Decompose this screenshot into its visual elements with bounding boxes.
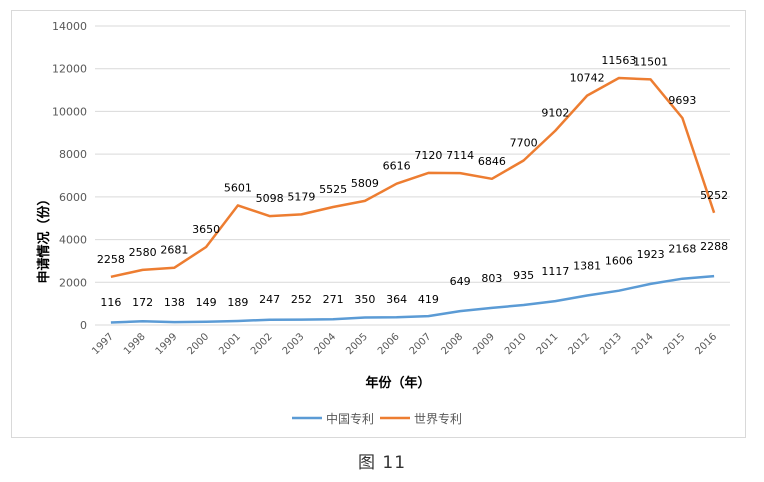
- x-tick-label: 2008: [439, 331, 465, 357]
- y-axis-ticks: 0 2000 4000 6000 8000 10000 12000 14000: [52, 20, 87, 332]
- x-tick-label: 1997: [90, 331, 116, 357]
- data-label: 7120: [414, 149, 442, 162]
- data-label: 2168: [668, 243, 696, 256]
- x-tick-label: 2015: [662, 331, 688, 357]
- data-label: 1923: [637, 248, 665, 261]
- x-tick-label: 2013: [598, 331, 624, 357]
- series-line-china: [110, 274, 715, 324]
- data-label: 5252: [700, 189, 728, 202]
- data-label: 116: [100, 296, 121, 309]
- data-label: 252: [291, 293, 312, 306]
- data-label: 1381: [573, 260, 601, 273]
- data-label: 189: [227, 296, 248, 309]
- data-label: 935: [513, 269, 534, 282]
- data-label: 3650: [192, 223, 220, 236]
- data-label: 172: [132, 296, 153, 309]
- data-label: 9693: [668, 94, 696, 107]
- gridlines: [95, 25, 730, 326]
- data-label: 7114: [446, 149, 474, 162]
- x-tick-label: 2002: [249, 331, 275, 357]
- series-lines: [110, 76, 716, 324]
- x-tick-label: 2006: [376, 331, 402, 357]
- data-label: 10742: [570, 72, 605, 85]
- data-label: 271: [323, 293, 344, 306]
- data-label: 6846: [478, 155, 506, 168]
- data-label: 5601: [224, 181, 252, 194]
- data-label: 11563: [601, 54, 636, 67]
- data-labels: 116 172 138 149 189 247 252 271 350 364 419 649 803 9…: [97, 54, 728, 309]
- y-axis-title: 申请情况（份）: [36, 192, 52, 283]
- chart-frame: [11, 10, 746, 438]
- data-label: 2681: [160, 244, 188, 257]
- data-label: 1606: [605, 255, 633, 268]
- x-tick-label: 1998: [122, 331, 148, 357]
- x-tick-label: 2011: [535, 331, 561, 357]
- data-label: 5098: [256, 192, 284, 205]
- y-tick-label: 10000: [52, 105, 87, 118]
- x-tick-label: 2005: [344, 331, 370, 357]
- data-label: 5809: [351, 177, 379, 190]
- data-label: 803: [481, 272, 502, 285]
- x-tick-label: 2007: [408, 331, 434, 357]
- x-tick-label: 2004: [312, 331, 338, 357]
- data-label: 138: [164, 296, 185, 309]
- data-label: 11501: [633, 55, 668, 68]
- data-label: 5525: [319, 183, 347, 196]
- x-axis-title: 年份（年）: [365, 375, 430, 391]
- x-tick-label: 2014: [630, 331, 656, 357]
- data-label: 247: [259, 293, 280, 306]
- data-label: 2288: [700, 240, 728, 253]
- figure-caption: 图 11: [357, 453, 407, 473]
- x-tick-label: 2003: [281, 331, 307, 357]
- x-axis-ticks: 1997 1998 1999 2000 2001 2002 2003 2004 2005 2006…: [90, 331, 719, 357]
- x-tick-label: 2001: [217, 331, 243, 357]
- data-label: 350: [354, 293, 375, 306]
- data-label: 149: [196, 296, 217, 309]
- y-tick-label: 14000: [52, 20, 87, 33]
- x-tick-label: 1999: [154, 331, 180, 357]
- data-label: 2580: [129, 246, 157, 259]
- y-tick-label: 2000: [59, 276, 87, 289]
- y-tick-label: 8000: [59, 148, 87, 161]
- data-label: 649: [450, 275, 471, 288]
- y-tick-label: 4000: [59, 234, 87, 247]
- y-tick-label: 12000: [52, 63, 87, 76]
- series-line-world: [110, 76, 716, 279]
- x-tick-label: 2016: [693, 331, 719, 357]
- data-label: 6616: [383, 160, 411, 173]
- data-label: 1117: [541, 265, 569, 278]
- data-label: 2258: [97, 253, 125, 266]
- data-label: 9102: [541, 107, 569, 120]
- x-tick-label: 2010: [503, 331, 529, 357]
- x-tick-label: 2009: [471, 331, 497, 357]
- y-tick-label: 0: [80, 319, 87, 332]
- x-tick-label: 2012: [566, 331, 592, 357]
- data-label: 7700: [510, 137, 538, 150]
- legend-label-world: 世界专利: [414, 411, 462, 426]
- data-label: 364: [386, 293, 407, 306]
- x-tick-label: 2000: [185, 331, 211, 357]
- legend-label-china: 中国专利: [326, 411, 374, 426]
- y-tick-label: 6000: [59, 191, 87, 204]
- legend: 中国专利 世界专利: [292, 411, 462, 426]
- data-label: 5179: [287, 190, 315, 203]
- data-label: 419: [418, 293, 439, 306]
